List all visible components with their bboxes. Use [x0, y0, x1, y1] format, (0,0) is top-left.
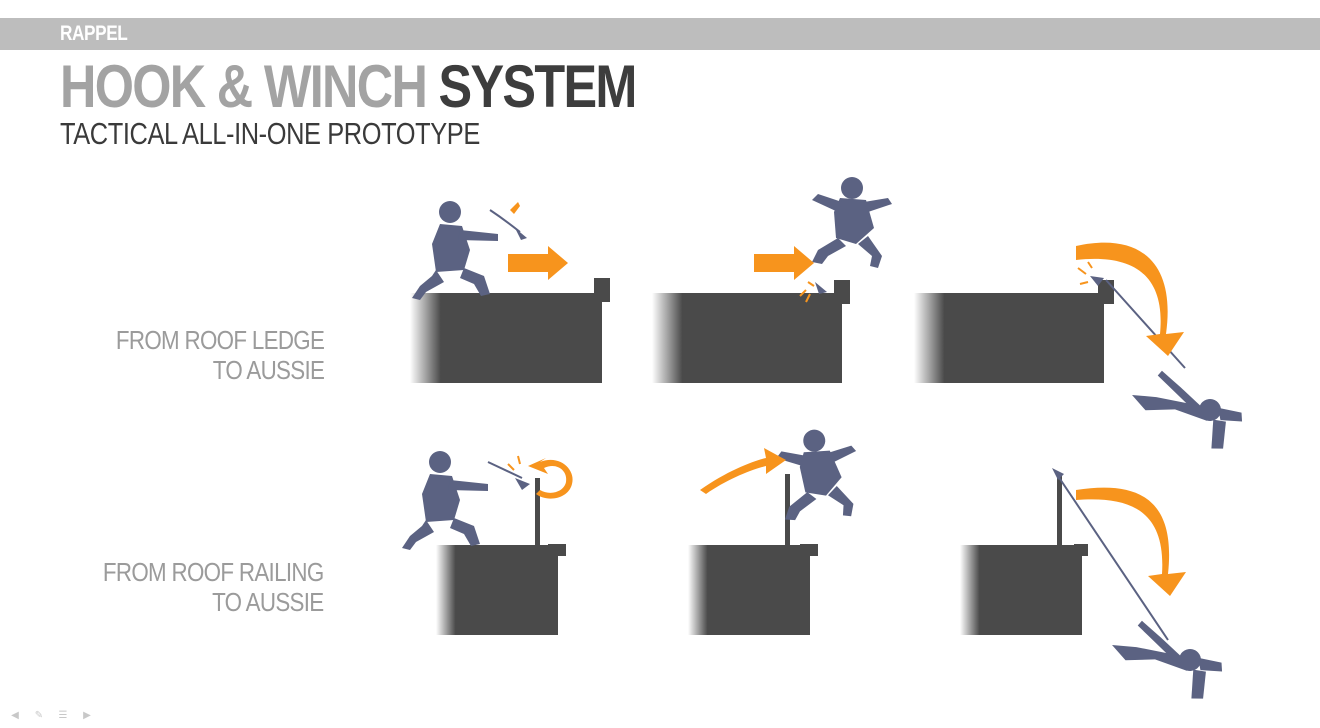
spark-icon [799, 281, 815, 303]
spark-icon [510, 202, 520, 214]
operator-figure-aussie [1129, 346, 1253, 475]
spark-icon [507, 455, 521, 471]
curved-arrow-icon [700, 448, 786, 494]
pen-icon[interactable]: ✎ [34, 710, 44, 721]
hooks [515, 228, 1104, 490]
row-label-line: TO AUSSIE [212, 587, 325, 617]
hook-icon [815, 282, 827, 294]
building-railing-3 [960, 476, 1088, 635]
spark-icon [1077, 261, 1093, 285]
menu-icon[interactable]: ☰ [58, 710, 68, 721]
hook-icon [515, 228, 527, 240]
row-label-line: TO AUSSIE [212, 355, 325, 385]
hook-icon [515, 478, 530, 490]
page-title: HOOK & WINCH SYSTEM [60, 52, 638, 122]
building-railing-2 [688, 474, 818, 635]
rotate-arrow-icon [528, 458, 573, 499]
page-subtitle: TACTICAL ALL-IN-ONE PROTOTYPE [60, 116, 480, 151]
operator-figure-throwing [412, 201, 498, 300]
rope-throw-1 [489, 209, 521, 233]
hook-icon [1090, 276, 1104, 286]
building-railing-1 [436, 478, 566, 635]
back-arrow-icon[interactable]: ◀ [11, 710, 19, 721]
hook-icon [1052, 468, 1064, 480]
building-ledge-1 [410, 278, 610, 383]
building-ledge-2 [652, 280, 850, 383]
forward-arrow-icon[interactable]: ▶ [83, 710, 91, 721]
curved-arrow-icon [1076, 242, 1184, 356]
operator-figure-aussie [1109, 596, 1233, 725]
operator-figure-throwing [402, 451, 488, 550]
rope-railing-3 [1057, 475, 1169, 641]
curved-arrow-icon [1076, 487, 1186, 596]
building-ledge-3 [914, 280, 1114, 383]
arrow-right-icon [508, 246, 568, 280]
slide-nav-controls: ◀ ✎ ☰ ▶ [6, 710, 96, 721]
title-part-light: HOOK & WINCH [60, 53, 428, 120]
row-label-line: FROM ROOF LEDGE [115, 325, 325, 355]
row-label-roof-railing: FROM ROOF RAILING TO AUSSIE [103, 557, 324, 617]
rope-throw-4 [487, 461, 523, 479]
rope-ledge-3 [1105, 279, 1186, 369]
header-bar [0, 18, 1320, 50]
title-part-dark: SYSTEM [438, 53, 638, 120]
row-label-roof-ledge: FROM ROOF LEDGE TO AUSSIE [115, 325, 325, 385]
section-label: RAPPEL [60, 22, 128, 45]
operator-figure-jumping [812, 177, 892, 268]
arrow-right-icon [754, 246, 814, 280]
row-label-line: FROM ROOF RAILING [103, 557, 324, 587]
